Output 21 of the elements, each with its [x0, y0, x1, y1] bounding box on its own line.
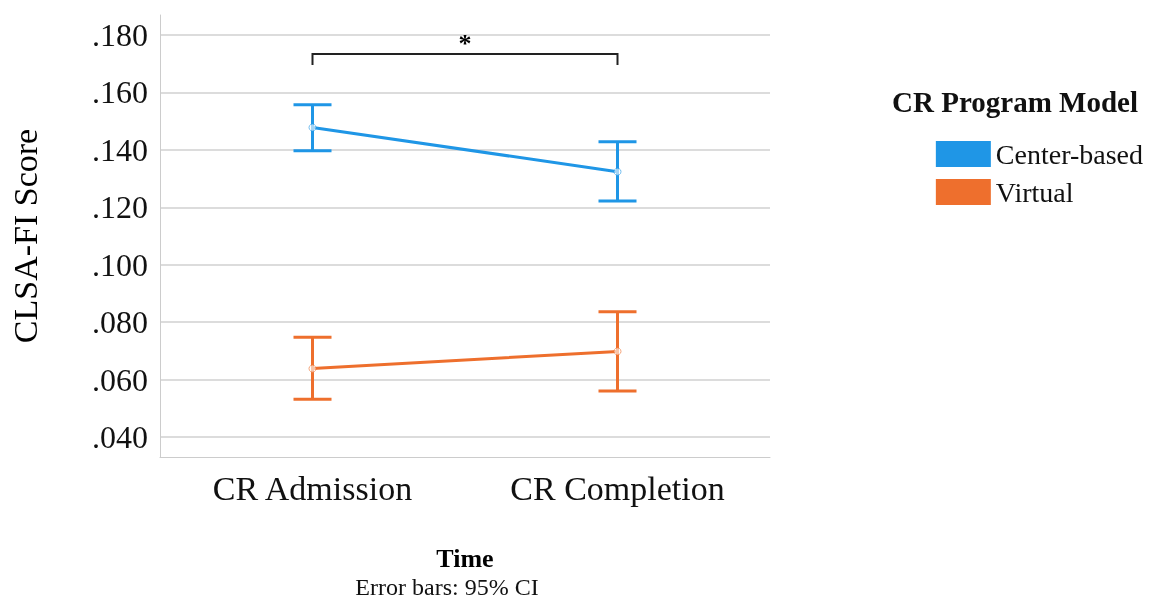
x-tick-label: CR Admission [212, 469, 413, 507]
point [308, 364, 317, 373]
y-tick-label: .140 [92, 131, 148, 168]
x-axis-title: Time [436, 543, 494, 573]
text: Error bars: 95% CI [355, 574, 539, 600]
point [613, 347, 622, 356]
legend-label: Center-based [995, 138, 1144, 170]
y-tick-label: .080 [92, 304, 148, 341]
point [613, 167, 622, 176]
y-tick-label: .160 [92, 74, 148, 111]
y-tick-label: .180 [92, 17, 148, 54]
y-axis-title: CLSA-FI Score [6, 128, 44, 344]
legend-label: Virtual [995, 176, 1074, 208]
y-tick-label: .040 [92, 418, 148, 455]
y-tick-label: .060 [92, 361, 148, 398]
annotation: * [458, 29, 472, 58]
point [308, 123, 317, 132]
legend-title: CR Program Model [892, 85, 1138, 118]
y-tick-label: .120 [92, 189, 148, 226]
x-tick-label: CR Completion [510, 469, 725, 507]
y-tick-label: .100 [92, 246, 148, 283]
